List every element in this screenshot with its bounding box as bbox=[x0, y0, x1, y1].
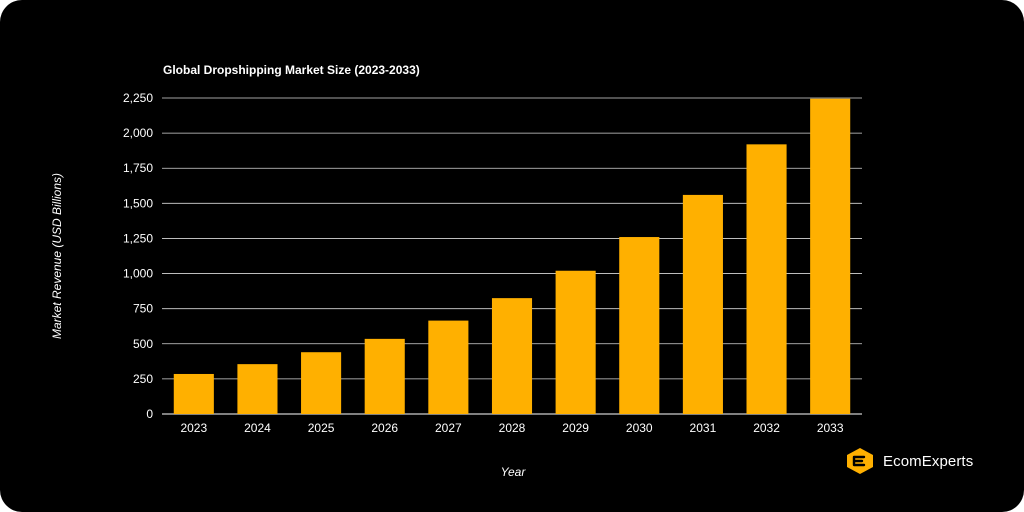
y-tick-label: 1,000 bbox=[123, 267, 153, 281]
x-tick-label: 2028 bbox=[499, 421, 526, 435]
bar-2033 bbox=[810, 98, 851, 415]
chart-title: Global Dropshipping Market Size (2023-20… bbox=[163, 63, 420, 77]
y-tick-label: 0 bbox=[146, 407, 153, 421]
x-axis-label: Year bbox=[500, 465, 526, 479]
brand-name: EcomExperts bbox=[883, 452, 974, 470]
y-tick-label: 250 bbox=[133, 372, 153, 386]
y-tick-label: 500 bbox=[133, 337, 153, 351]
x-tick-label: 2023 bbox=[180, 421, 207, 435]
brand-logo: EcomExperts bbox=[845, 446, 973, 476]
y-tick-label: 1,250 bbox=[123, 231, 153, 245]
y-tick-label: 2,000 bbox=[123, 126, 153, 140]
bar-2025 bbox=[301, 352, 342, 414]
y-tick-label: 750 bbox=[133, 302, 153, 316]
x-tick-label: 2027 bbox=[435, 421, 462, 435]
bar-2023 bbox=[173, 373, 214, 414]
x-tick-label: 2029 bbox=[562, 421, 589, 435]
bar-2026 bbox=[364, 338, 405, 414]
y-axis-label: Market Revenue (USD Billions) bbox=[50, 172, 64, 340]
x-tick-label: 2026 bbox=[371, 421, 398, 435]
x-tick-label: 2031 bbox=[690, 421, 717, 435]
x-tick-label: 2033 bbox=[817, 421, 844, 435]
x-tick-label: 2032 bbox=[753, 421, 780, 435]
bar-2030 bbox=[619, 237, 660, 414]
bar-2031 bbox=[682, 194, 723, 414]
bar-2024 bbox=[237, 364, 278, 414]
x-tick-label: 2030 bbox=[626, 421, 653, 435]
x-tick-label: 2025 bbox=[308, 421, 335, 435]
x-tick-label: 2024 bbox=[244, 421, 271, 435]
y-tick-label: 2,250 bbox=[123, 91, 153, 105]
y-tick-label: 1,500 bbox=[123, 196, 153, 210]
y-tick-label: 1,750 bbox=[123, 161, 153, 175]
bar-2029 bbox=[555, 270, 596, 414]
ecomexperts-logo-icon bbox=[847, 448, 873, 474]
bar-2032 bbox=[746, 144, 787, 414]
bar-2028 bbox=[491, 298, 533, 414]
bar-2027 bbox=[428, 320, 469, 414]
